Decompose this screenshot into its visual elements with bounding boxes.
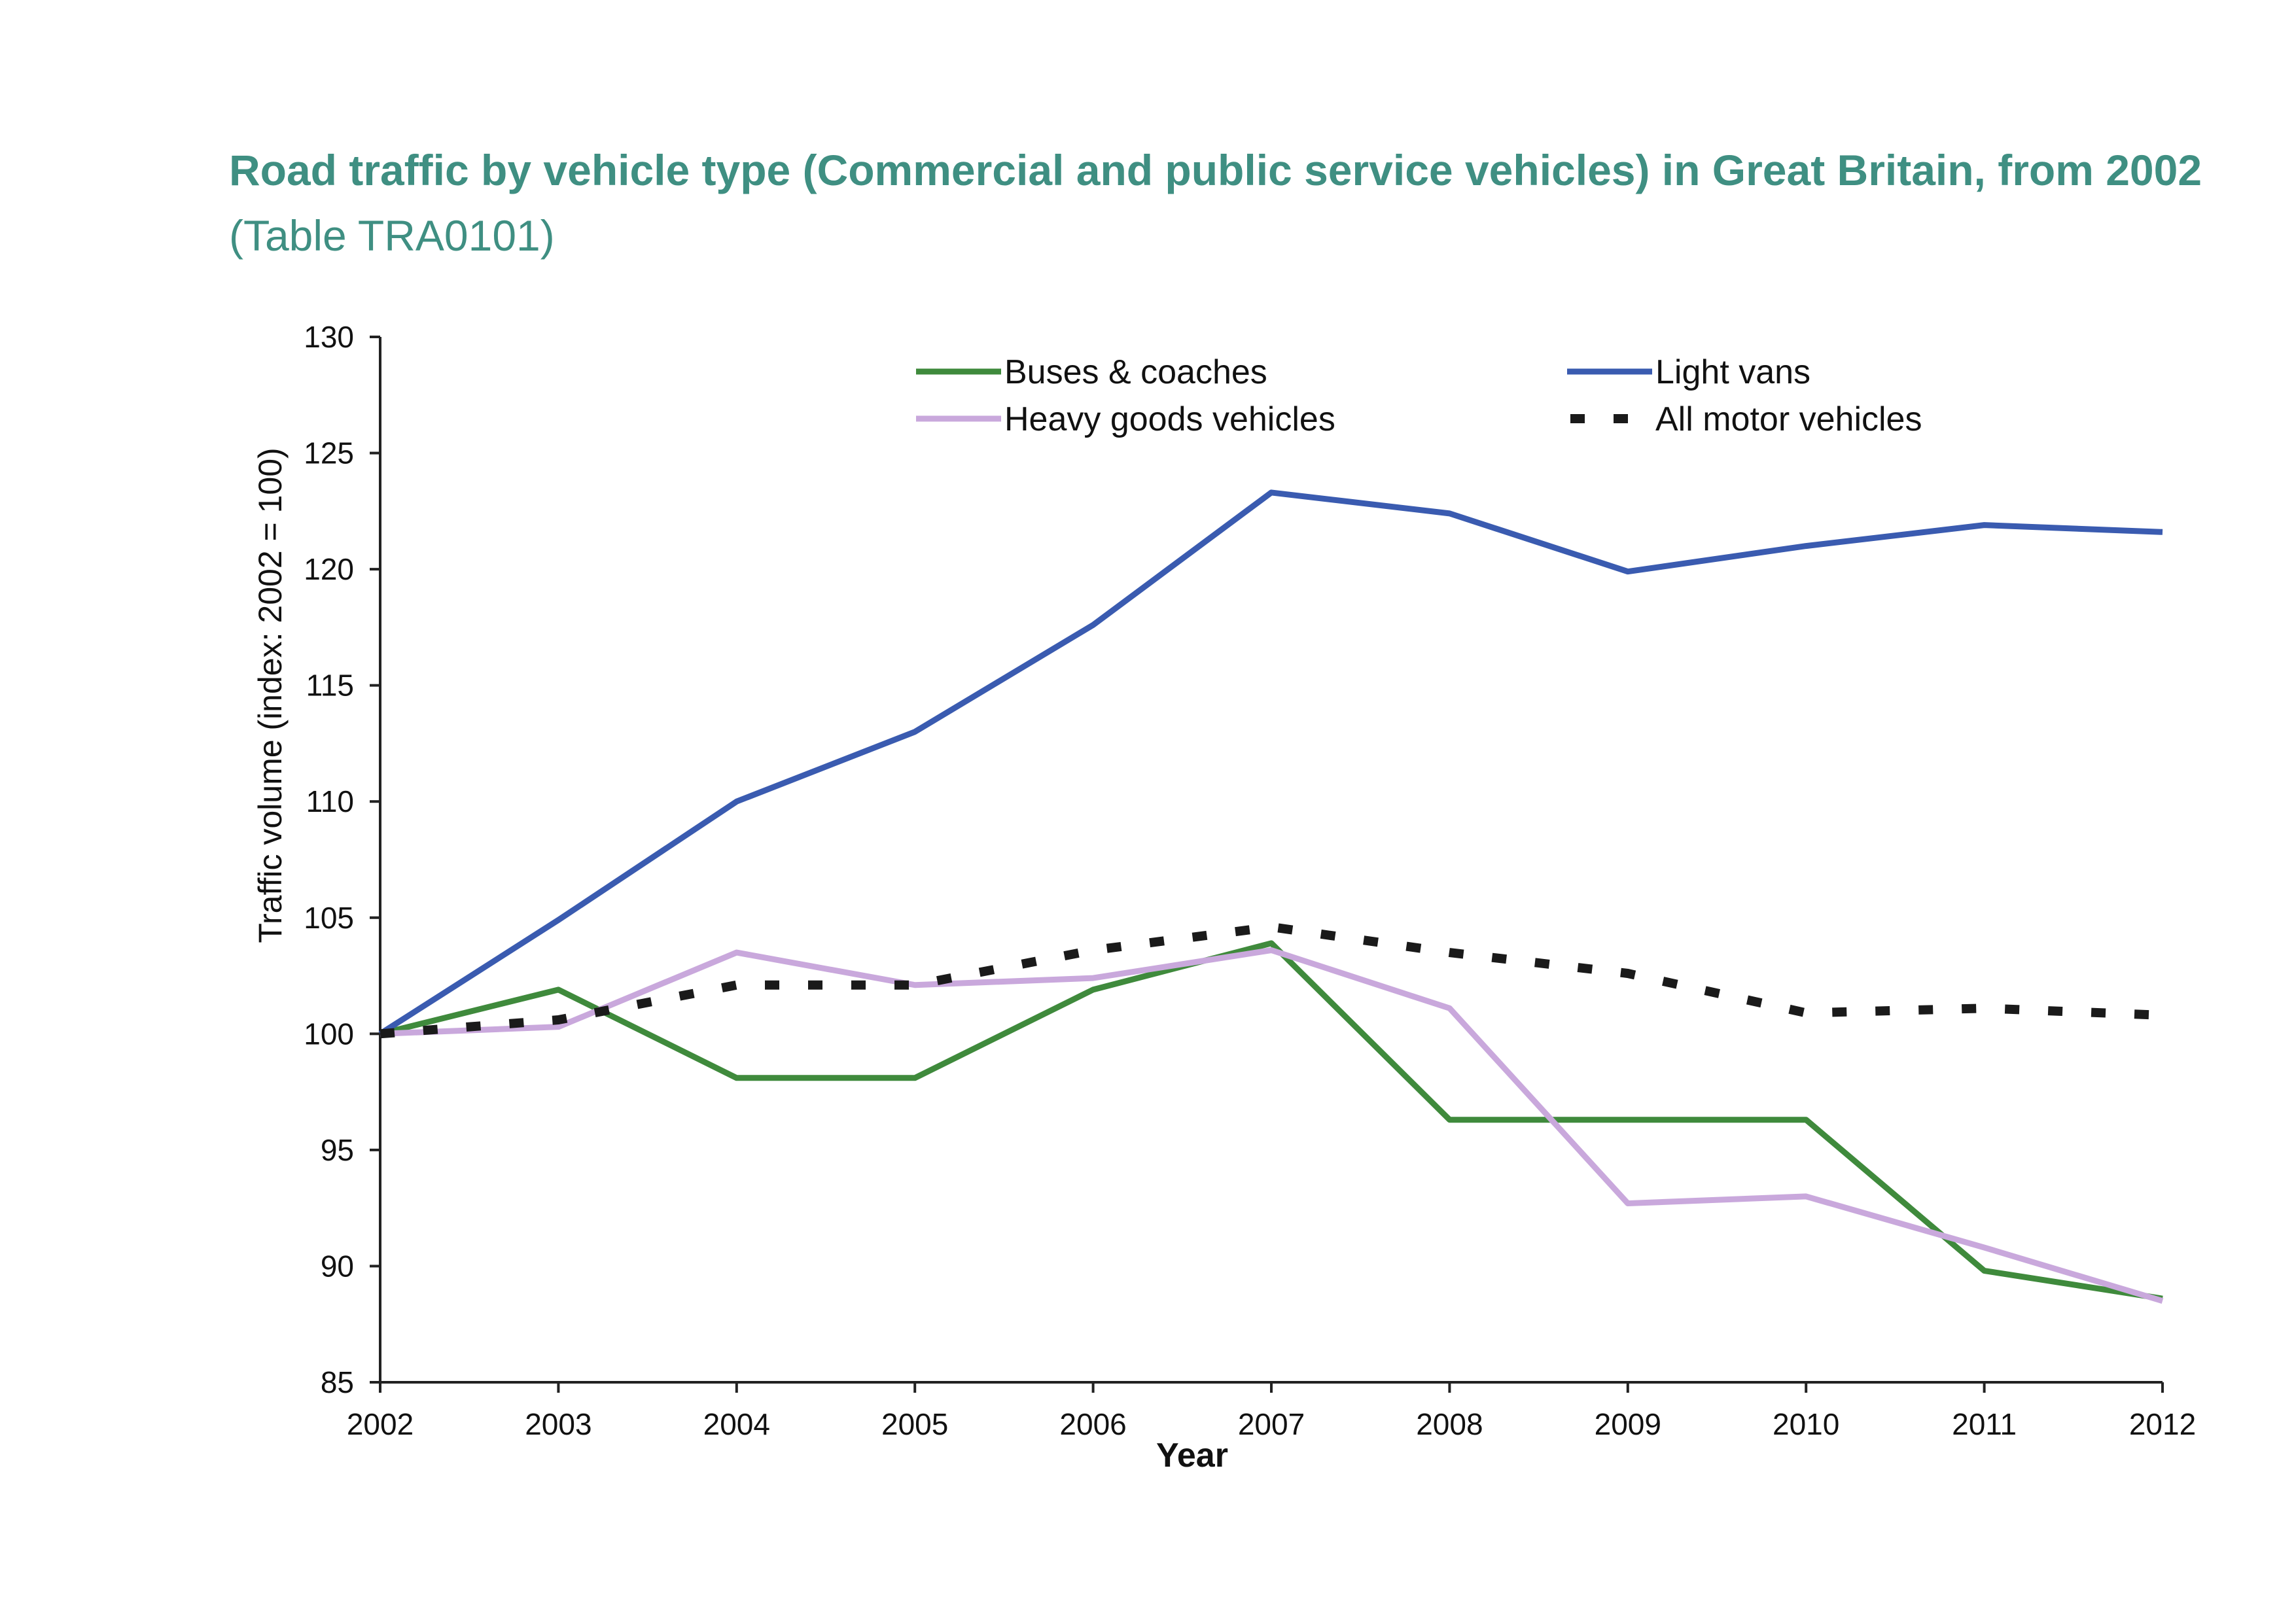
y-axis: 85 90 95 100 105 110 115 120 125 130: [304, 320, 381, 1399]
x-tick-label: 2006: [1059, 1407, 1126, 1441]
y-tick-label: 125: [304, 436, 354, 470]
y-tick-label: 105: [304, 901, 354, 935]
x-tick-label: 2009: [1595, 1407, 1661, 1441]
legend: Buses & coaches Light vans Heavy goods veh…: [916, 353, 1922, 438]
legend-label: Buses & coaches: [1004, 353, 1267, 391]
series-lines: [378, 489, 2164, 1304]
x-axis: 2002 2003 2004 2005 2006 2007 2008 2009 2010 2011…: [347, 1381, 2196, 1441]
x-tick-label: 2003: [525, 1407, 592, 1441]
y-tick-label: 130: [304, 320, 354, 354]
chart-title-table-ref: (Table TRA0101): [229, 211, 555, 260]
series-line-buses-coaches: [379, 940, 2163, 1302]
x-tick-label: 2008: [1416, 1407, 1483, 1441]
chart-title: Road traffic by vehicle type (Commercial…: [229, 137, 2225, 268]
x-tick-label: 2011: [1952, 1407, 2017, 1441]
x-tick-label: 2004: [703, 1407, 770, 1441]
y-tick-label: 120: [304, 552, 354, 586]
x-tick-label: 2010: [1773, 1407, 1839, 1441]
y-tick-label: 100: [304, 1017, 354, 1051]
y-tick-label: 95: [321, 1133, 354, 1167]
y-axis-title: Traffic volume (index: 2002 = 100): [252, 447, 289, 943]
y-tick-label: 85: [321, 1365, 354, 1399]
x-tick-label: 2002: [347, 1407, 414, 1441]
x-tick-label: 2005: [881, 1407, 948, 1441]
x-axis-title: Year: [1156, 1437, 1228, 1475]
legend-label: All motor vehicles: [1655, 400, 1922, 438]
series-line-light-vans: [378, 489, 2163, 1037]
y-tick-label: 115: [306, 669, 354, 703]
chart-title-main: Road traffic by vehicle type (Commercial…: [229, 146, 2202, 194]
x-tick-label: 2007: [1238, 1407, 1305, 1441]
y-tick-label: 110: [306, 784, 354, 818]
x-tick-label: 2012: [2129, 1407, 2196, 1441]
legend-label: Light vans: [1655, 353, 1810, 391]
legend-label: Heavy goods vehicles: [1004, 400, 1335, 438]
y-tick-label: 90: [321, 1249, 354, 1283]
series-line-heavy-goods-vehicles: [380, 947, 2164, 1304]
